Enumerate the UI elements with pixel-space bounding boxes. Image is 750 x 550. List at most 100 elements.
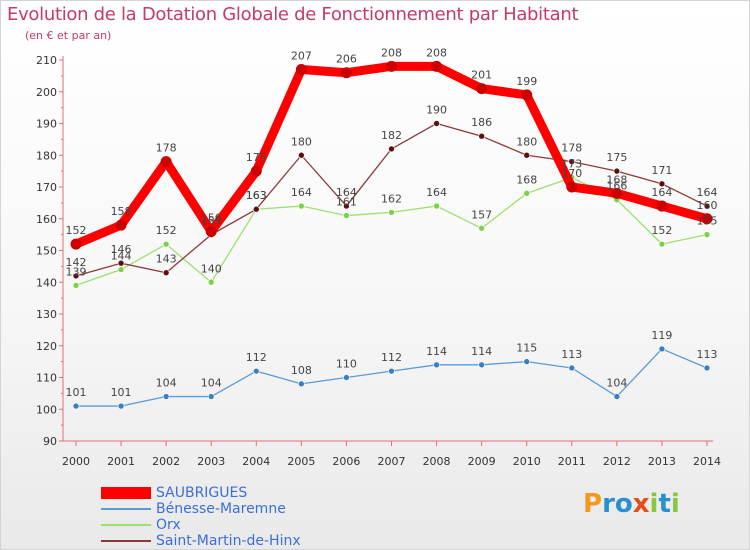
x-tick-label: 2006 — [332, 455, 360, 468]
y-tick-label: 140 — [36, 276, 57, 289]
data-point — [523, 151, 531, 159]
data-point — [117, 266, 125, 273]
data-point — [658, 240, 666, 248]
data-point — [388, 145, 395, 153]
logo-letter: i — [670, 489, 680, 519]
data-label: 168 — [516, 173, 537, 186]
x-tick-label: 2013 — [648, 455, 676, 468]
logo-letter: o — [614, 489, 633, 519]
data-point — [72, 282, 80, 289]
data-label: 164 — [651, 186, 672, 199]
data-label: 182 — [381, 129, 402, 142]
data-point — [343, 202, 350, 210]
data-point — [703, 231, 711, 238]
data-point — [568, 158, 576, 165]
data-label: 108 — [291, 364, 312, 377]
y-tick-label: 170 — [36, 181, 57, 194]
data-label: 178 — [156, 142, 177, 155]
data-label: 104 — [606, 377, 627, 390]
data-label: 160 — [697, 199, 718, 212]
data-label: 164 — [336, 186, 357, 199]
x-tick-label: 2004 — [242, 455, 270, 468]
data-label: 113 — [561, 348, 582, 361]
data-label: 166 — [606, 180, 627, 193]
data-label: 114 — [471, 345, 492, 358]
logo-letter: P — [583, 489, 603, 519]
x-tick-label: 2002 — [152, 455, 180, 468]
data-label: 201 — [471, 69, 492, 82]
x-tick-label: 2014 — [693, 455, 721, 468]
data-point — [388, 367, 395, 375]
data-label: 110 — [336, 358, 357, 371]
data-point — [115, 219, 127, 231]
data-label: 171 — [651, 164, 672, 177]
data-point — [701, 213, 713, 225]
data-point — [521, 89, 533, 101]
data-point — [298, 151, 305, 159]
data-label: 180 — [291, 135, 312, 148]
data-label: 155 — [697, 215, 718, 228]
data-label: 208 — [381, 46, 402, 59]
y-tick-label: 190 — [36, 118, 57, 131]
x-tick-label: 2009 — [468, 455, 496, 468]
data-label: 104 — [156, 377, 177, 390]
data-point — [252, 205, 260, 213]
data-label: 206 — [336, 53, 357, 66]
data-point — [72, 402, 80, 410]
data-label: 186 — [471, 116, 492, 129]
data-point — [703, 364, 711, 372]
data-label: 142 — [66, 256, 87, 269]
line-chart: 90 100 110 120 130 140 150 160 170 180 190 200 210 20… — [36, 46, 721, 468]
y-tick-label: 130 — [36, 308, 57, 321]
y-tick-label: 210 — [36, 54, 57, 67]
y-tick-label: 90 — [43, 435, 57, 448]
data-point — [431, 60, 443, 72]
legend-swatch — [101, 487, 151, 499]
data-point — [162, 393, 170, 400]
data-label: 208 — [426, 46, 447, 59]
data-label: 162 — [381, 192, 402, 205]
x-tick-label: 2000 — [62, 455, 90, 468]
y-tick-label: 120 — [36, 340, 57, 353]
data-label: 207 — [291, 50, 312, 63]
data-label: 180 — [516, 135, 537, 148]
data-label: 139 — [66, 265, 87, 278]
data-label: 164 — [426, 186, 447, 199]
series-b-nesse-maremne — [72, 345, 711, 410]
x-tick-label: 2001 — [107, 455, 135, 468]
data-point — [72, 272, 80, 280]
logo-letter: r — [602, 489, 615, 519]
y-tick-label: 180 — [36, 149, 57, 162]
data-point — [388, 209, 395, 216]
data-label: 163 — [246, 189, 267, 202]
data-point — [295, 64, 307, 76]
x-tick-label: 2008 — [423, 455, 451, 468]
y-tick-label: 200 — [36, 86, 57, 99]
data-point — [658, 180, 666, 188]
data-label: 140 — [201, 262, 222, 275]
data-point — [343, 212, 350, 219]
data-label: 101 — [111, 386, 132, 399]
data-label: 173 — [561, 157, 582, 170]
data-label: 199 — [516, 75, 537, 88]
data-label: 170 — [561, 167, 582, 180]
data-point — [611, 187, 623, 199]
data-label: 113 — [697, 348, 718, 361]
data-point — [568, 364, 576, 372]
logo-letter: x — [632, 489, 650, 519]
data-label: 152 — [651, 224, 672, 237]
data-point — [162, 269, 170, 277]
y-tick-label: 100 — [36, 403, 57, 416]
data-label: 114 — [426, 345, 447, 358]
data-point — [70, 238, 82, 250]
data-point — [386, 60, 397, 72]
legend-label: Bénesse-Maremne — [156, 501, 286, 517]
data-point — [252, 367, 260, 375]
data-point — [523, 358, 531, 365]
data-label: 146 — [111, 243, 132, 256]
data-point — [298, 202, 305, 210]
data-label: 152 — [66, 224, 87, 237]
data-point — [162, 240, 170, 248]
chart-subtitle: (en € et par an) — [25, 29, 112, 42]
